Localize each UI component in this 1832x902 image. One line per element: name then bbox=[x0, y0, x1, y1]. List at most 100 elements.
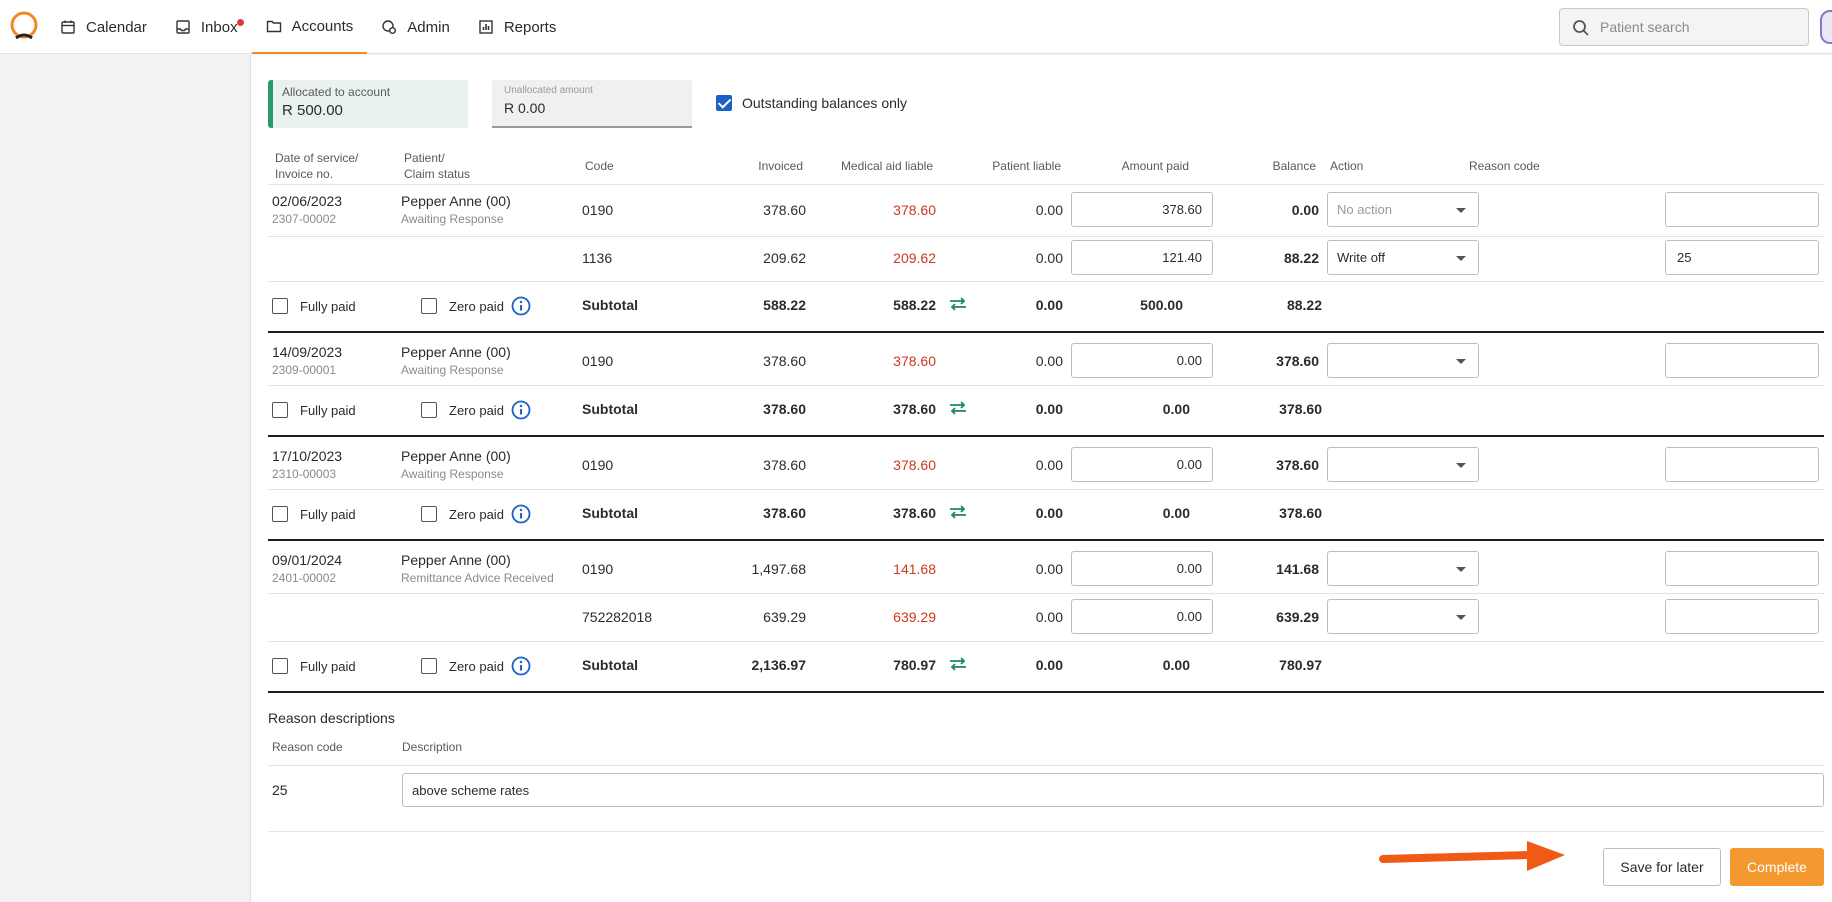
header-patient-liable: Patient liable bbox=[992, 159, 1061, 173]
fully-paid-label: Fully paid bbox=[300, 658, 356, 674]
line-medical-aid-liable: 639.29 bbox=[893, 609, 936, 625]
outstanding-balances-toggle[interactable]: Outstanding balances only bbox=[716, 95, 907, 111]
fully-paid-toggle[interactable]: Fully paid bbox=[272, 402, 356, 418]
subtotal-label: Subtotal bbox=[582, 297, 638, 313]
line-code: 0190 bbox=[582, 202, 614, 218]
header-date: Date of service/Invoice no. bbox=[275, 150, 358, 182]
fully-paid-toggle[interactable]: Fully paid bbox=[272, 298, 356, 314]
subtotal-medical-aid-liable: 378.60 bbox=[893, 505, 936, 521]
outstanding-checkbox[interactable] bbox=[716, 95, 732, 111]
reason-footer-divider bbox=[268, 831, 1824, 832]
action-select[interactable]: No action bbox=[1327, 192, 1479, 227]
reason-description-input[interactable]: above scheme rates bbox=[402, 773, 1824, 807]
line-patient-liable: 0.00 bbox=[1035, 609, 1063, 625]
row-divider bbox=[268, 489, 1824, 490]
complete-button[interactable]: Complete bbox=[1730, 848, 1824, 886]
swap-arrows-icon[interactable] bbox=[947, 656, 969, 672]
action-value: No action bbox=[1337, 202, 1392, 217]
nav-reports[interactable]: Reports bbox=[464, 0, 571, 54]
header-reason-code: Reason code bbox=[1469, 159, 1540, 173]
info-icon[interactable] bbox=[511, 504, 531, 524]
fully-paid-toggle[interactable]: Fully paid bbox=[272, 658, 356, 674]
nav-accounts[interactable]: Accounts bbox=[251, 0, 368, 54]
fully-paid-toggle[interactable]: Fully paid bbox=[272, 506, 356, 522]
swap-arrows-icon[interactable] bbox=[947, 504, 969, 520]
fully-paid-label: Fully paid bbox=[300, 402, 356, 418]
chevron-down-icon bbox=[1456, 208, 1466, 213]
action-select[interactable] bbox=[1327, 551, 1479, 586]
swap-arrows-icon[interactable] bbox=[947, 400, 969, 416]
invoice-number: 2401-00002 bbox=[272, 571, 337, 585]
zero-paid-toggle[interactable]: Zero paid bbox=[421, 402, 504, 418]
line-invoiced: 209.62 bbox=[763, 250, 806, 266]
info-icon[interactable] bbox=[511, 296, 531, 316]
allocation-panel: Allocated to account R 500.00 Unallocate… bbox=[250, 55, 1832, 902]
header-divider bbox=[268, 184, 1824, 185]
subtotal-medical-aid-liable: 378.60 bbox=[893, 401, 936, 417]
fully-paid-checkbox[interactable] bbox=[272, 506, 288, 522]
reason-code-input[interactable] bbox=[1665, 343, 1819, 378]
save-for-later-button[interactable]: Save for later bbox=[1603, 848, 1721, 886]
allocated-to-account: Allocated to account R 500.00 bbox=[268, 80, 468, 128]
fully-paid-label: Fully paid bbox=[300, 506, 356, 522]
amount-paid-input[interactable]: 0.00 bbox=[1071, 343, 1213, 378]
nav-admin[interactable]: Admin bbox=[367, 0, 464, 54]
action-select[interactable]: Write off bbox=[1327, 240, 1479, 275]
nav-calendar[interactable]: Calendar bbox=[46, 0, 161, 54]
subtotal-amount-paid: 0.00 bbox=[1162, 657, 1190, 673]
user-avatar[interactable] bbox=[1820, 10, 1832, 44]
action-select[interactable] bbox=[1327, 343, 1479, 378]
line-patient-liable: 0.00 bbox=[1035, 457, 1063, 473]
fully-paid-checkbox[interactable] bbox=[272, 298, 288, 314]
reason-code-input[interactable] bbox=[1665, 447, 1819, 482]
amount-paid-input[interactable]: 378.60 bbox=[1071, 192, 1213, 227]
line-patient-liable: 0.00 bbox=[1035, 202, 1063, 218]
line-code: 0190 bbox=[582, 457, 614, 473]
arrow-annotation-icon bbox=[1379, 841, 1565, 871]
subtotal-label: Subtotal bbox=[582, 505, 638, 521]
line-balance: 378.60 bbox=[1276, 457, 1319, 473]
info-icon[interactable] bbox=[511, 400, 531, 420]
zero-paid-checkbox[interactable] bbox=[421, 298, 437, 314]
reports-icon bbox=[479, 20, 493, 34]
fully-paid-checkbox[interactable] bbox=[272, 658, 288, 674]
nav-label: Admin bbox=[407, 18, 450, 36]
reason-code-input[interactable] bbox=[1665, 192, 1819, 227]
row-divider bbox=[268, 236, 1824, 237]
reason-code-input[interactable] bbox=[1665, 551, 1819, 586]
info-icon[interactable] bbox=[511, 656, 531, 676]
invoice-number: 2310-00003 bbox=[272, 467, 337, 481]
row-divider bbox=[268, 281, 1824, 282]
reason-code-input[interactable] bbox=[1665, 599, 1819, 634]
reason-code-input[interactable]: 25 bbox=[1665, 240, 1819, 275]
header-balance: Balance bbox=[1272, 159, 1316, 173]
header-medical-aid-liable: Medical aid liable bbox=[840, 159, 933, 173]
zero-paid-checkbox[interactable] bbox=[421, 506, 437, 522]
amount-paid-input[interactable]: 0.00 bbox=[1071, 447, 1213, 482]
swap-arrows-icon[interactable] bbox=[947, 296, 969, 312]
fully-paid-checkbox[interactable] bbox=[272, 402, 288, 418]
inbox-icon bbox=[176, 20, 190, 34]
zero-paid-checkbox[interactable] bbox=[421, 402, 437, 418]
patient-search[interactable]: Patient search bbox=[1559, 8, 1809, 46]
nav-inbox[interactable]: Inbox bbox=[161, 0, 252, 54]
zero-paid-toggle[interactable]: Zero paid bbox=[421, 298, 504, 314]
amount-paid-input[interactable]: 0.00 bbox=[1071, 599, 1213, 634]
claim-status: Remittance Advice Received bbox=[401, 571, 554, 585]
action-select[interactable] bbox=[1327, 447, 1479, 482]
zero-paid-toggle[interactable]: Zero paid bbox=[421, 506, 504, 522]
amount-paid-input[interactable]: 0.00 bbox=[1071, 551, 1213, 586]
line-balance: 0.00 bbox=[1291, 202, 1319, 218]
app-logo[interactable] bbox=[8, 10, 40, 42]
nav-label: Reports bbox=[503, 18, 557, 36]
zero-paid-label: Zero paid bbox=[449, 658, 504, 674]
subtotal-patient-liable: 0.00 bbox=[1035, 297, 1063, 313]
invoice-number: 2309-00001 bbox=[272, 363, 337, 377]
unread-badge bbox=[236, 19, 244, 26]
amount-paid-input[interactable]: 121.40 bbox=[1071, 240, 1213, 275]
zero-paid-toggle[interactable]: Zero paid bbox=[421, 658, 504, 674]
action-select[interactable] bbox=[1327, 599, 1479, 634]
line-code: 752282018 bbox=[582, 609, 653, 625]
zero-paid-checkbox[interactable] bbox=[421, 658, 437, 674]
subtotal-patient-liable: 0.00 bbox=[1035, 657, 1063, 673]
